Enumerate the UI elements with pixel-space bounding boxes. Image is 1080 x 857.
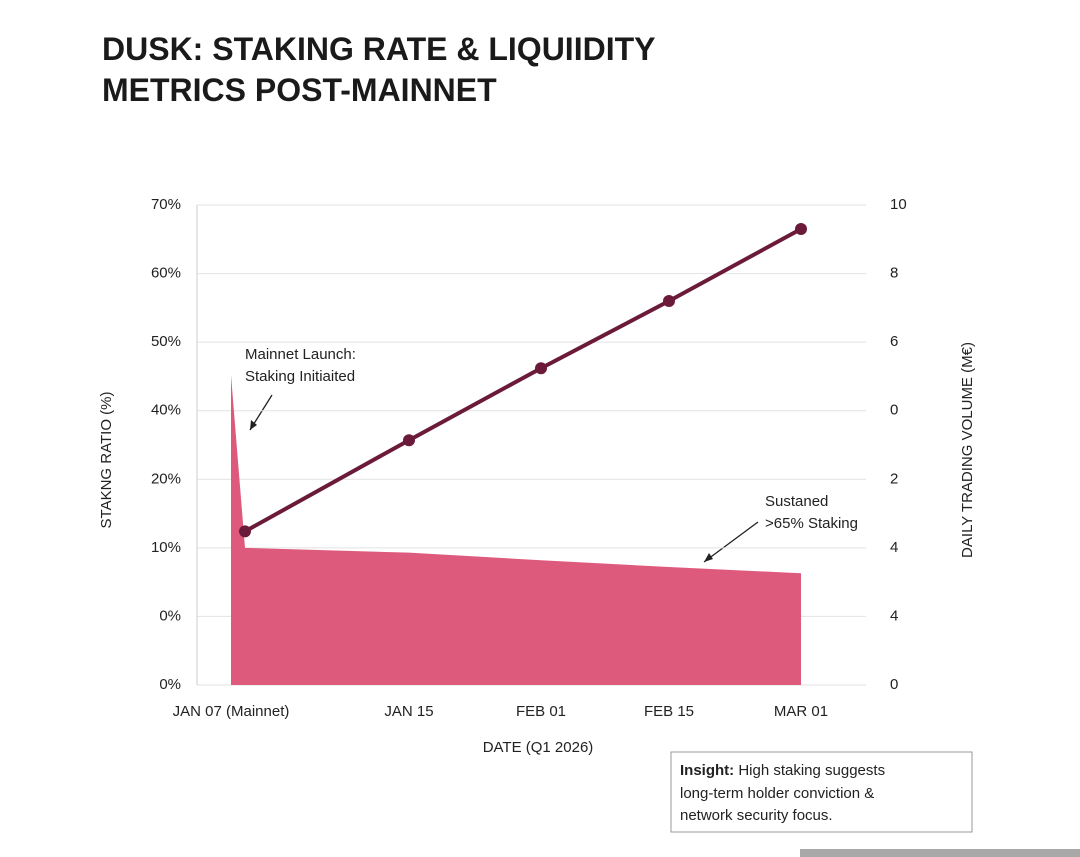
y-tick-label: 40% xyxy=(151,402,181,419)
chart-title: METRICS POST-MAINNET xyxy=(102,72,497,108)
insight-line: High staking suggests xyxy=(734,762,885,779)
y-tick-label: 0% xyxy=(159,607,181,624)
line-point xyxy=(535,362,547,375)
insight-box xyxy=(670,751,973,833)
y-tick-label: 20% xyxy=(151,470,181,487)
y2-tick-label: 4 xyxy=(890,607,898,624)
y2-tick-label: 10 xyxy=(890,196,907,213)
y-tick-label: 60% xyxy=(151,265,181,282)
decoration xyxy=(800,849,1080,857)
y-tick-label: 0% xyxy=(159,676,181,693)
y2-tick-label: 8 xyxy=(890,265,898,282)
annotation-arrow xyxy=(250,420,257,430)
y2-tick-label: 4 xyxy=(890,539,898,556)
annotation: Staking Initiaited xyxy=(245,368,355,385)
y2-tick-label: 6 xyxy=(890,333,898,350)
y-axis-title: STAKNG RATIO (%) xyxy=(98,392,115,529)
insight-lead: Insight: xyxy=(680,762,734,779)
y-tick-label: 70% xyxy=(151,196,181,213)
insight-line: network security focus. xyxy=(680,807,833,824)
insight-text: Insight: High staking suggests xyxy=(680,762,885,779)
line-point xyxy=(795,223,807,235)
line-point xyxy=(239,525,251,538)
line-point xyxy=(663,295,675,307)
x-axis-title: DATE (Q1 2026) xyxy=(483,739,594,756)
y2-tick-label: 0 xyxy=(890,676,898,693)
area xyxy=(231,375,801,685)
insight-line: long-term holder conviction & xyxy=(680,785,874,802)
annotation: Sustaned xyxy=(765,493,828,510)
chart-title: DUSK: STAKING RATE & LIQUIIDITY xyxy=(102,31,655,67)
x-tick-label: JAN 07 (Mainnet) xyxy=(173,703,290,720)
y2-tick-label: 2 xyxy=(890,470,898,487)
line-point xyxy=(403,434,415,447)
y2-tick-label: 0 xyxy=(890,402,898,419)
x-tick-label: FEB 15 xyxy=(644,703,694,720)
x-tick-label: JAN 15 xyxy=(384,703,433,720)
x-tick-label: FEB 01 xyxy=(516,703,566,720)
y-tick-label: 10% xyxy=(151,539,181,556)
annotation-arrow xyxy=(704,553,713,562)
x-tick-label: MAR 01 xyxy=(774,703,828,720)
annotation-arrow xyxy=(703,521,759,563)
annotation: >65% Staking xyxy=(765,515,858,532)
annotation: Mainnet Launch: xyxy=(245,346,356,363)
y-tick-label: 50% xyxy=(151,333,181,350)
y2-axis-title: DAILY TRADING VOLUME (M€) xyxy=(959,342,976,558)
